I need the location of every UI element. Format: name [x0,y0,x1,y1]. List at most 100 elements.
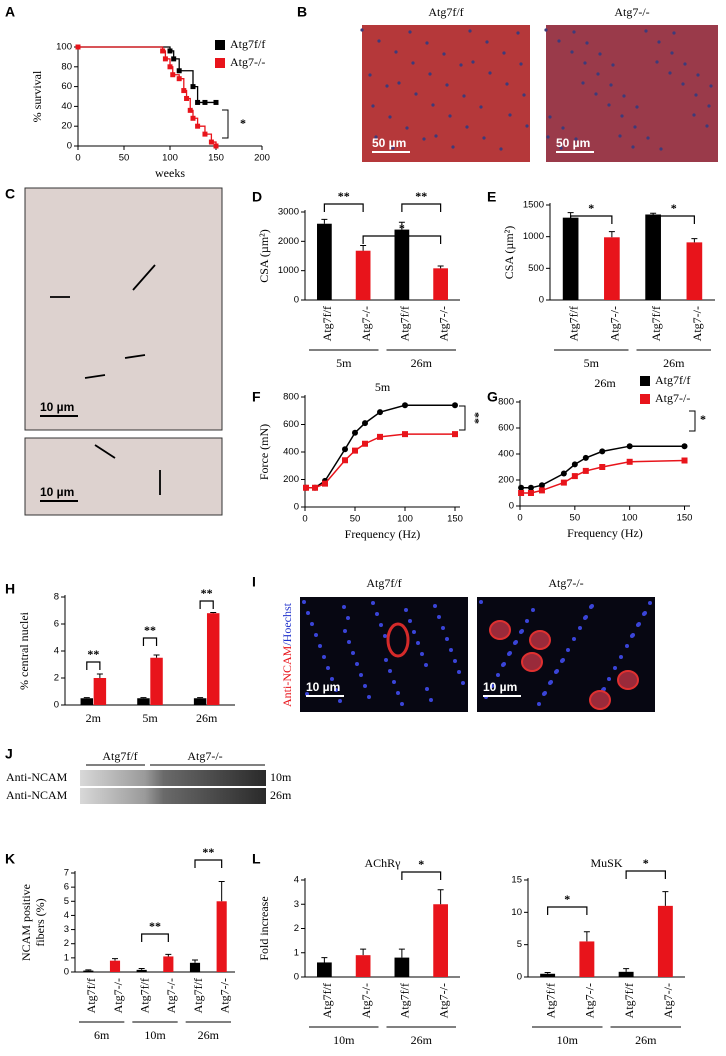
significance-label: * [588,201,594,215]
force-point [560,479,567,486]
nucleus [425,41,429,45]
panel-letter: I [252,574,256,590]
error-bar [691,238,698,243]
y-tick-label: 1 [294,947,299,958]
force-point [377,409,383,416]
bar [618,971,634,977]
error-bar [197,697,204,699]
bar [206,613,220,705]
y-tick-label: 1 [64,952,69,963]
nucleus [611,63,615,67]
nucleus [659,147,663,151]
nucleus [451,145,455,149]
nucleus [453,659,457,663]
nucleus [379,623,383,627]
nucleus [709,84,713,88]
y-tick-label: 6 [64,882,69,893]
y-axis-label: % central nuclei [17,611,31,690]
nucleus [631,145,635,149]
x-tick-label: 0 [75,153,80,164]
y-tick-label: 60 [61,81,72,92]
survival-line [78,46,216,104]
y-tick-label: 4 [64,910,69,921]
legend-swatch [215,58,225,68]
x-tick-label: 0 [302,514,307,525]
panel-letter: L [252,851,261,867]
bar [657,905,673,977]
error-bar [83,697,90,699]
force-point [362,440,368,447]
force-point [527,490,534,496]
force-point [452,431,458,438]
nucleus [408,30,412,34]
nucleus [566,648,570,652]
nucleus [392,680,396,684]
blot-row-label: Anti-NCAM [6,770,68,784]
stain-label-part: /Hoechst [280,602,294,645]
significance-label: ** [149,919,161,933]
nucleus [618,134,622,138]
nucleus [465,125,469,129]
x-tick-label: Atg7-/- [583,983,597,1018]
panel-letter: J [5,746,13,762]
nucleus [578,626,582,630]
panel-letter: D [252,189,262,205]
nucleus [377,39,381,43]
bar [579,941,595,977]
bar [433,268,448,300]
nucleus [404,608,408,612]
error-bar [360,948,367,956]
survival-line [78,46,217,146]
y-tick-label: 4 [294,875,299,886]
image-title: Atg7f/f [428,5,463,19]
force-point [582,454,589,461]
blot-age-label: 10m [270,770,292,784]
error-bar [623,968,630,972]
nucleus [445,83,449,87]
y-tick-label: 1000 [278,265,299,276]
force-point [538,482,545,489]
nucleus [502,51,506,55]
bar [355,955,371,977]
group-label: 26m [411,1033,433,1047]
significance-bracket [401,203,442,212]
x-tick-label: Atg7-/- [436,983,450,1018]
nucleus [351,651,355,655]
bar [562,217,579,300]
legend-swatch [640,394,650,404]
y-tick-label: 20 [61,121,72,132]
x-tick-label: Atg7f/f [320,983,334,1018]
significance-bracket [142,637,158,646]
y-tick-label: 3 [294,899,299,910]
nucleus [692,113,696,117]
y-tick-label: 400 [283,447,299,458]
force-point [518,484,525,491]
nucleus [461,681,465,685]
nucleus [525,619,529,623]
nucleus [412,630,416,634]
ncam-fiber [529,630,551,650]
nucleus [548,115,552,119]
panel-letter: K [5,851,15,867]
nucleus [368,73,372,77]
nucleus [705,124,709,128]
force-point [571,461,578,468]
nucleus [542,692,546,696]
scale-label: 10 µm [40,485,74,499]
nucleus [513,641,517,645]
survival-point [208,139,214,145]
ncam-fiber [589,690,611,710]
nucleus [457,670,461,674]
legend-label: Atg7f/f [655,373,690,387]
y-tick-label: 2000 [278,236,299,247]
significance-label: ** [468,412,482,424]
survival-point [181,88,187,94]
significance-bracket [222,109,229,139]
nucleus [405,126,409,130]
significance-label: ** [202,845,214,859]
nucleus [371,601,375,605]
group-label: 26m [635,1033,657,1047]
y-tick-label: 8 [54,592,59,603]
panel-letter: G [487,389,498,405]
nucleus [696,73,700,77]
